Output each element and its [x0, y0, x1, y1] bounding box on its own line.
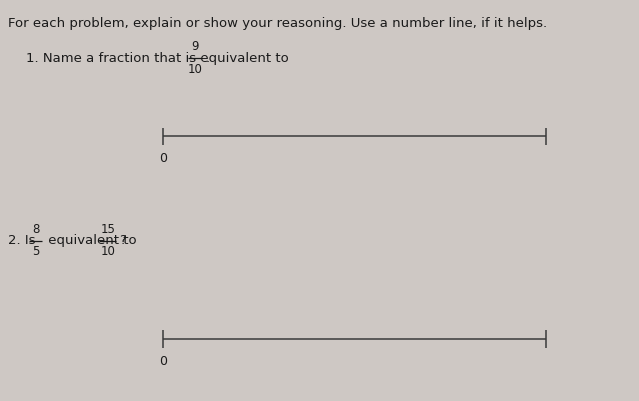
Text: 15: 15 [100, 223, 115, 236]
Text: For each problem, explain or show your reasoning. Use a number line, if it helps: For each problem, explain or show your r… [8, 17, 548, 30]
Text: 2. Is: 2. Is [8, 234, 40, 247]
Text: equivalent to: equivalent to [45, 234, 141, 247]
Text: 8: 8 [32, 223, 39, 236]
Text: 0: 0 [159, 152, 167, 165]
Text: .: . [206, 52, 210, 65]
Text: ?: ? [119, 234, 125, 247]
Text: 10: 10 [100, 245, 115, 258]
Text: 5: 5 [32, 245, 39, 258]
Text: 0: 0 [159, 355, 167, 368]
Text: 9: 9 [191, 41, 199, 53]
Text: 1. Name a fraction that is equivalent to: 1. Name a fraction that is equivalent to [26, 52, 293, 65]
Text: 10: 10 [187, 63, 203, 76]
